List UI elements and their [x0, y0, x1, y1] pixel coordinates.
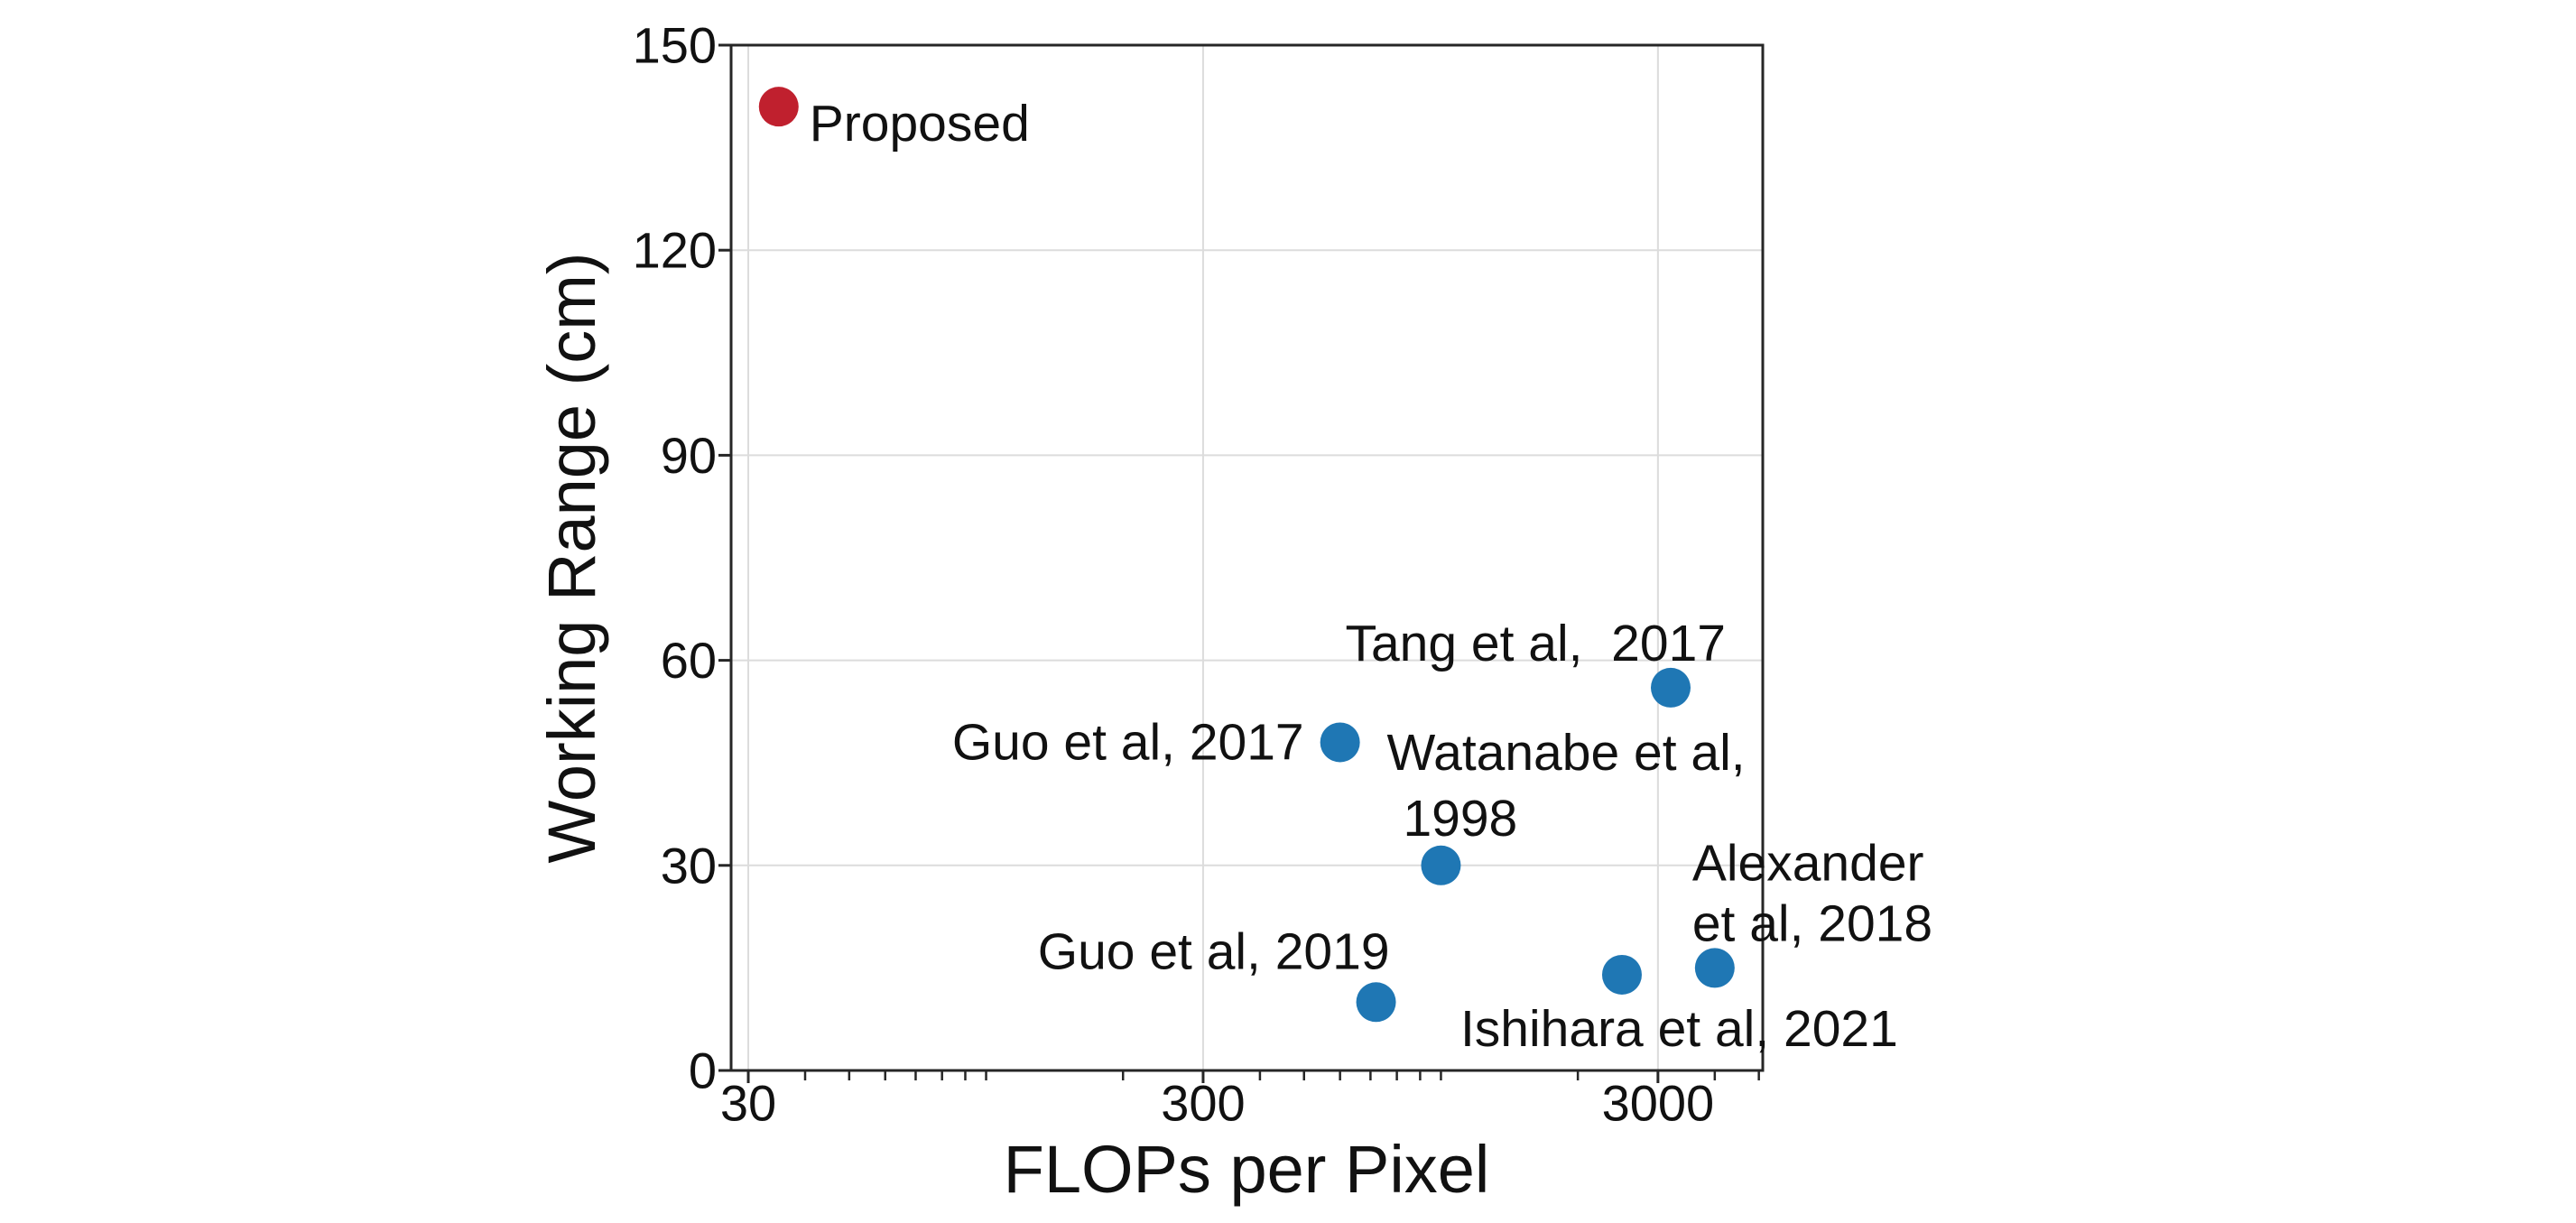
- data-point-guo-2017: [1320, 722, 1360, 763]
- x-axis-title: FLOPs per Pixel: [1003, 1132, 1490, 1207]
- annotation-tang-2017: Tang et al, 2017: [1345, 615, 1726, 672]
- data-point-ishihara-2021: [1601, 954, 1642, 995]
- annotation-guo-2019: Guo et al, 2019: [1038, 922, 1390, 980]
- annotation-ishihara-2021: Ishihara et al, 2021: [1460, 1000, 1898, 1058]
- annotation-alexander-2018-line2: et al, 2018: [1692, 894, 1932, 952]
- y-tick-label-90: 90: [661, 427, 717, 484]
- plot-border: [729, 43, 1765, 1072]
- y-tick-label-150: 150: [633, 17, 717, 74]
- data-point-watanabe-1998: [1421, 845, 1461, 885]
- data-point-alexander-2018: [1694, 948, 1735, 988]
- data-point-proposed: [758, 87, 799, 127]
- y-axis-title: Working Range (cm): [534, 252, 609, 864]
- x-tick-label-300: 300: [1161, 1075, 1245, 1132]
- y-tick-label-120: 120: [633, 222, 717, 279]
- x-tick-label-3000: 3000: [1602, 1075, 1715, 1132]
- y-tick-label-0: 0: [689, 1042, 717, 1099]
- data-point-tang-2017: [1650, 667, 1691, 708]
- data-point-guo-2019: [1356, 982, 1396, 1023]
- annotation-proposed: Proposed: [810, 95, 1030, 153]
- annotation-watanabe-1998-line2: 1998: [1403, 790, 1517, 848]
- annotation-guo-2017: Guo et al, 2017: [952, 713, 1304, 771]
- annotation-alexander-2018: Alexander: [1692, 834, 1924, 892]
- x-tick-label-30: 30: [720, 1075, 776, 1132]
- y-tick-label-60: 60: [661, 632, 717, 689]
- annotation-watanabe-1998: Watanabe et al,: [1386, 724, 1745, 782]
- y-tick-label-30: 30: [661, 837, 717, 894]
